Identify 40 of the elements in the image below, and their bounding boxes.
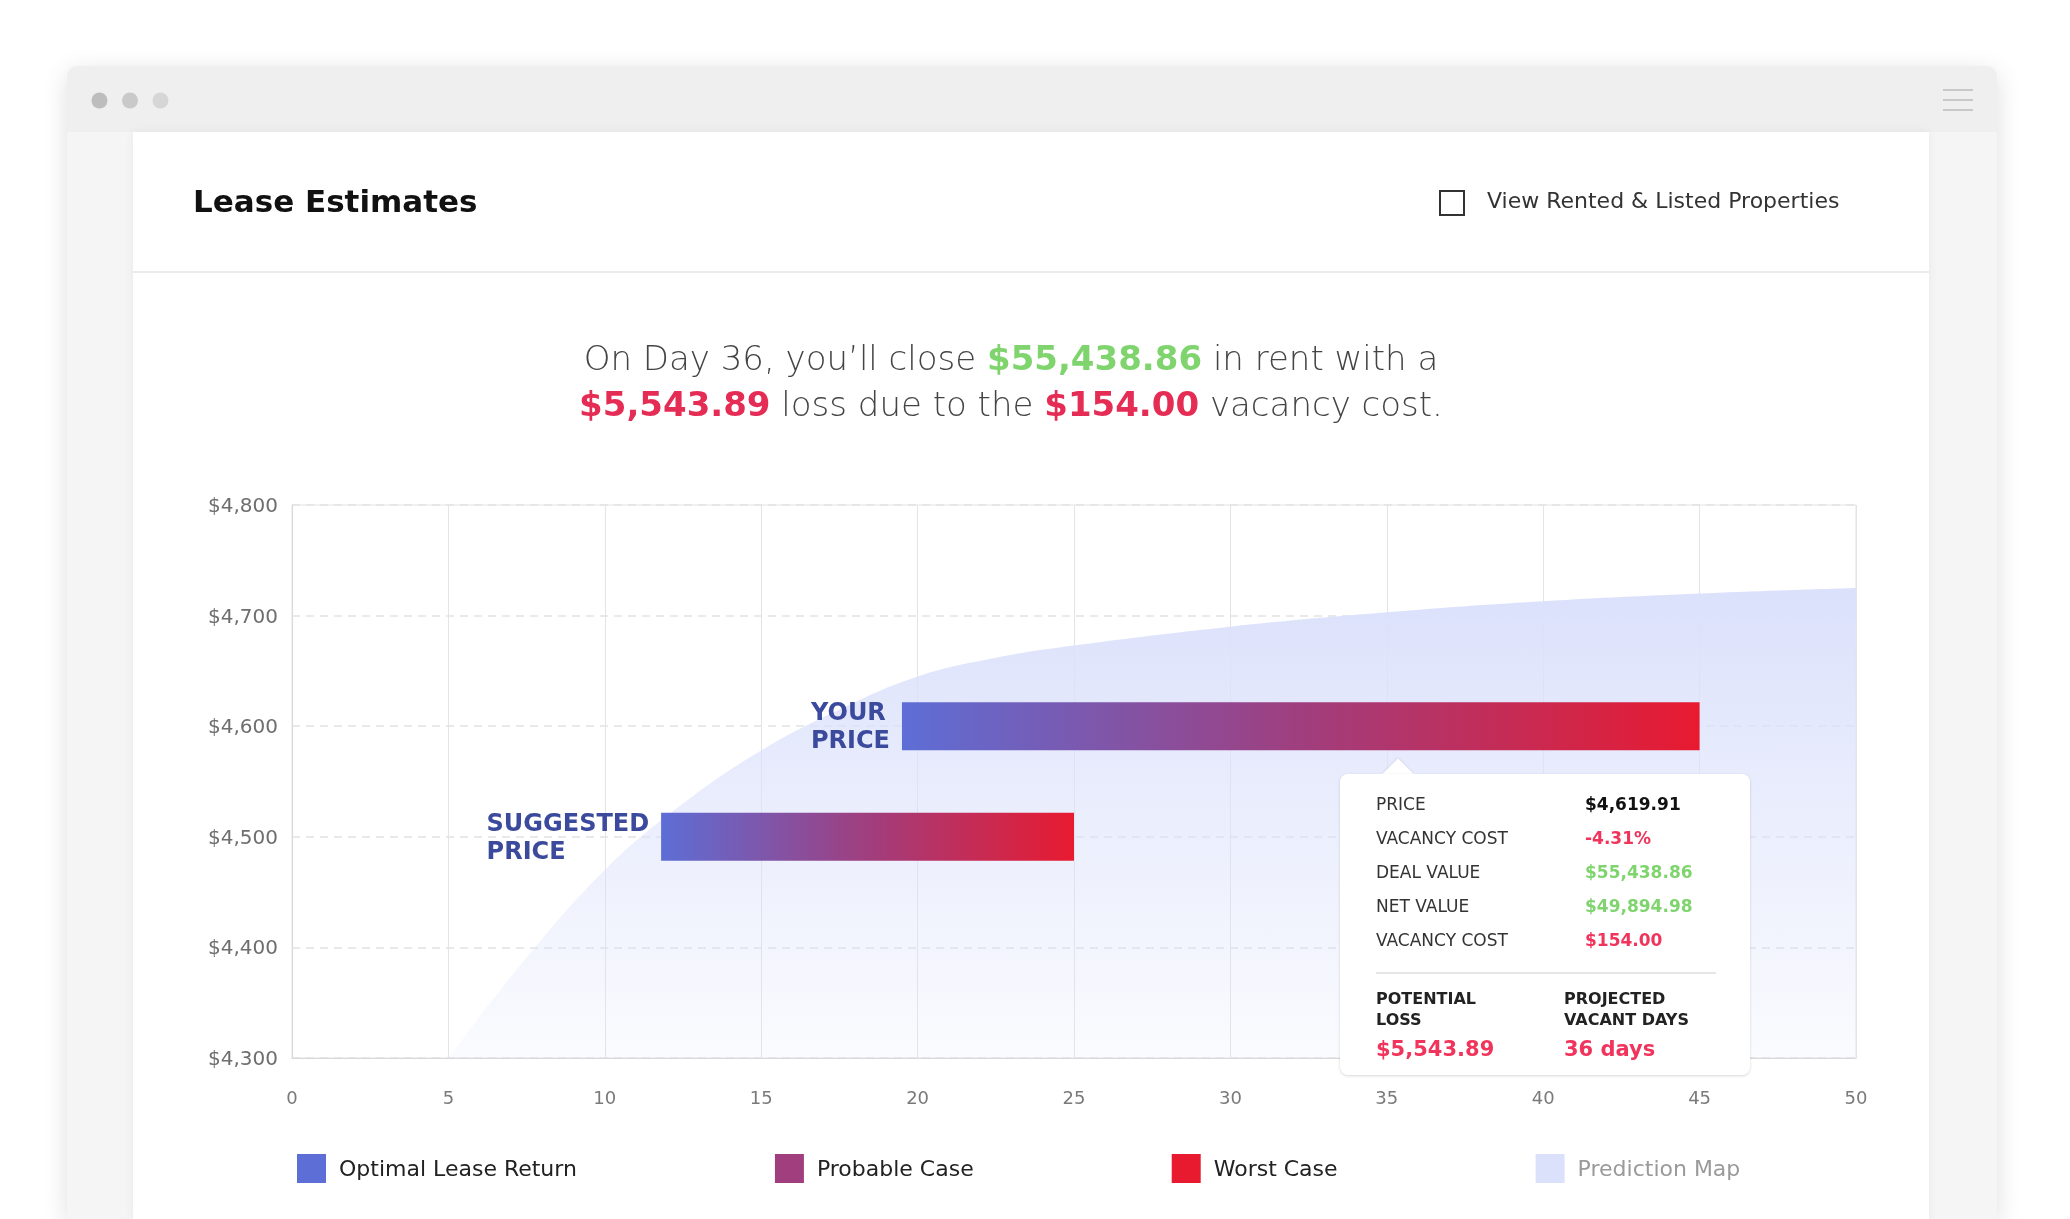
x-tick-label: 45 — [1688, 1086, 1712, 1108]
annotation: DEAL VALUE — [1376, 862, 1481, 882]
text: On Day 36, you’ll close $55,438.86 in rent with a $5,543.89 loss due to the $154.00 vacancy cost. — [579, 338, 1443, 424]
y-tick-label: $4,400 — [208, 935, 278, 960]
y-tick-label: $4,700 — [208, 603, 278, 628]
annotation: NET VALUE — [1376, 896, 1470, 916]
y-tick-label: $4,300 — [208, 1046, 278, 1070]
annotation: $5,543.89 — [1376, 1037, 1495, 1061]
x-tick-label: 20 — [906, 1086, 930, 1108]
x-tick-label: 0 — [286, 1086, 298, 1108]
legend-label: Probable Case — [816, 1156, 974, 1181]
x-tick-label: 5 — [442, 1086, 455, 1108]
annotation: PROJECTED VACANT DAYS — [1564, 988, 1690, 1030]
annotation: 36 days — [1564, 1037, 1656, 1061]
x-tick-label: 25 — [1062, 1086, 1086, 1108]
x-tick-label: 15 — [749, 1086, 773, 1108]
series-label: YOUR PRICE — [809, 698, 890, 755]
legend-label: Worst Case — [1213, 1156, 1338, 1181]
annotation: -4.31% — [1585, 828, 1652, 848]
legend-label: Prediction Map — [1577, 1156, 1741, 1181]
y-tick-label: $4,800 — [208, 493, 278, 517]
legend-label: Optimal Lease Return — [339, 1156, 577, 1181]
text: View Rented & Listed Properties — [1487, 188, 1840, 213]
x-tick-label: 50 — [1844, 1086, 1868, 1108]
annotation: $154.00 — [1585, 930, 1663, 950]
annotation: $55,438.86 — [1585, 862, 1693, 882]
x-tick-label: 10 — [593, 1086, 617, 1108]
annotation: $4,619.91 — [1585, 794, 1681, 814]
annotation: VACANCY COST — [1376, 930, 1508, 950]
y-tick-label: $4,600 — [208, 714, 278, 739]
series-label: SUGGESTED PRICE — [486, 808, 650, 865]
x-tick-label: 40 — [1531, 1086, 1555, 1108]
y-tick-label: $4,500 — [208, 824, 278, 849]
x-tick-label: 35 — [1375, 1086, 1399, 1108]
x-tick-label: 30 — [1218, 1086, 1242, 1108]
chart-title: Lease Estimates — [193, 183, 478, 219]
annotation: VACANCY COST — [1376, 828, 1508, 848]
annotation: $49,894.98 — [1585, 896, 1693, 916]
annotation: POTENTIAL LOSS — [1376, 988, 1477, 1030]
annotation: PRICE — [1376, 794, 1426, 814]
